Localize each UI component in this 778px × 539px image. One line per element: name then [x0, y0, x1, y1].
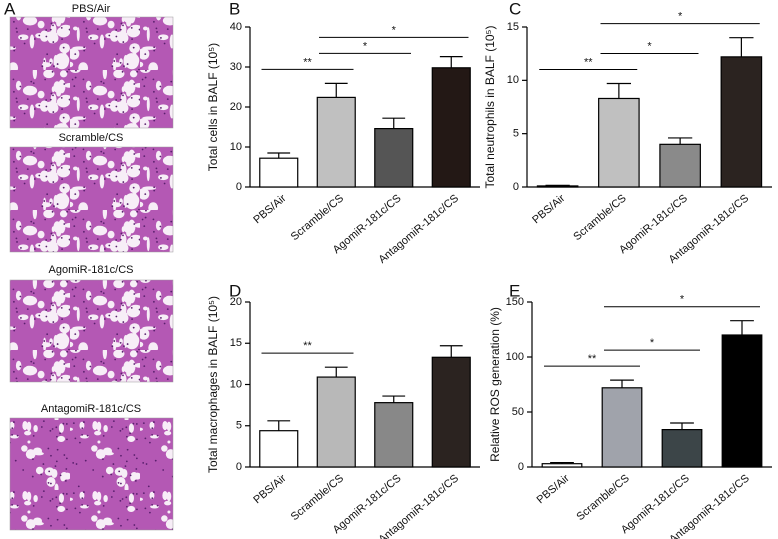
panel-letter: E [509, 281, 520, 300]
bar [720, 56, 763, 188]
x-tick-label: Scramble/CS [289, 192, 346, 243]
bar [259, 430, 299, 468]
image-label: AgomiR-181c/CS [49, 264, 134, 276]
bar [721, 334, 763, 468]
bar [374, 402, 414, 468]
y-tick-label: 15 [230, 337, 242, 349]
y-tick-label: 5 [513, 128, 519, 140]
histology-image [9, 146, 174, 253]
significance-label: ** [303, 56, 312, 68]
y-tick-label: 10 [230, 378, 242, 390]
bar [431, 356, 471, 468]
bar [536, 185, 579, 188]
y-tick-label: 20 [230, 296, 242, 308]
bar [601, 387, 643, 468]
y-tick-label: 5 [236, 420, 242, 432]
image-label: PBS/Air [72, 3, 111, 15]
y-axis-label: Total cells in BALF (10⁵) [206, 43, 220, 171]
panel-letter: C [509, 0, 521, 18]
y-tick-label: 150 [506, 296, 524, 308]
image-label: AntagomiR-181c/CS [41, 403, 141, 415]
y-axis-label: Relative ROS generation (%) [488, 307, 502, 462]
y-tick-label: 10 [507, 74, 519, 86]
y-axis-label: Total macrophages in BALF (10⁵) [206, 296, 220, 473]
x-tick-label: Scramble/CS [289, 472, 346, 523]
histology-image [9, 279, 174, 383]
y-tick-label: 20 [230, 101, 242, 113]
panel-letter: A [4, 0, 16, 18]
bar [598, 97, 640, 188]
bar [659, 143, 701, 188]
y-tick-label: 10 [230, 141, 242, 153]
y-tick-label: 30 [230, 61, 242, 73]
x-tick-label: Scramble/CS [571, 192, 628, 243]
y-tick-label: 0 [236, 181, 242, 193]
bar [316, 376, 356, 468]
histology-image [9, 417, 174, 531]
image-label: Scramble/CS [59, 132, 124, 144]
significance-label: * [680, 294, 685, 306]
significance-label: * [678, 11, 683, 23]
bar [541, 463, 583, 468]
bar [374, 128, 414, 188]
y-tick-label: 0 [236, 461, 242, 473]
x-tick-label: PBS/Air [251, 472, 288, 506]
significance-label: * [392, 24, 397, 36]
histology-image [9, 16, 174, 129]
y-tick-label: 15 [507, 21, 519, 33]
x-tick-label: PBS/Air [530, 192, 567, 226]
x-tick-label: PBS/Air [535, 472, 572, 506]
bar [431, 67, 471, 188]
panel-letter: B [229, 0, 240, 18]
bar [259, 157, 299, 188]
y-tick-label: 40 [230, 21, 242, 33]
significance-label: ** [584, 56, 593, 68]
y-tick-label: 50 [512, 406, 524, 418]
significance-label: * [647, 40, 652, 52]
significance-label: * [363, 40, 368, 52]
y-axis-label: Total neutrophils in BALF (10⁵) [483, 25, 497, 188]
bar [661, 429, 703, 468]
y-tick-label: 0 [513, 181, 519, 193]
y-tick-label: 0 [518, 461, 524, 473]
bar [316, 96, 356, 188]
panel-letter: D [229, 281, 241, 300]
significance-label: * [650, 337, 655, 349]
significance-label: ** [303, 340, 312, 352]
x-tick-label: Scramble/CS [574, 472, 631, 523]
y-tick-label: 100 [506, 351, 524, 363]
significance-label: ** [588, 353, 597, 365]
x-tick-label: PBS/Air [251, 192, 288, 226]
